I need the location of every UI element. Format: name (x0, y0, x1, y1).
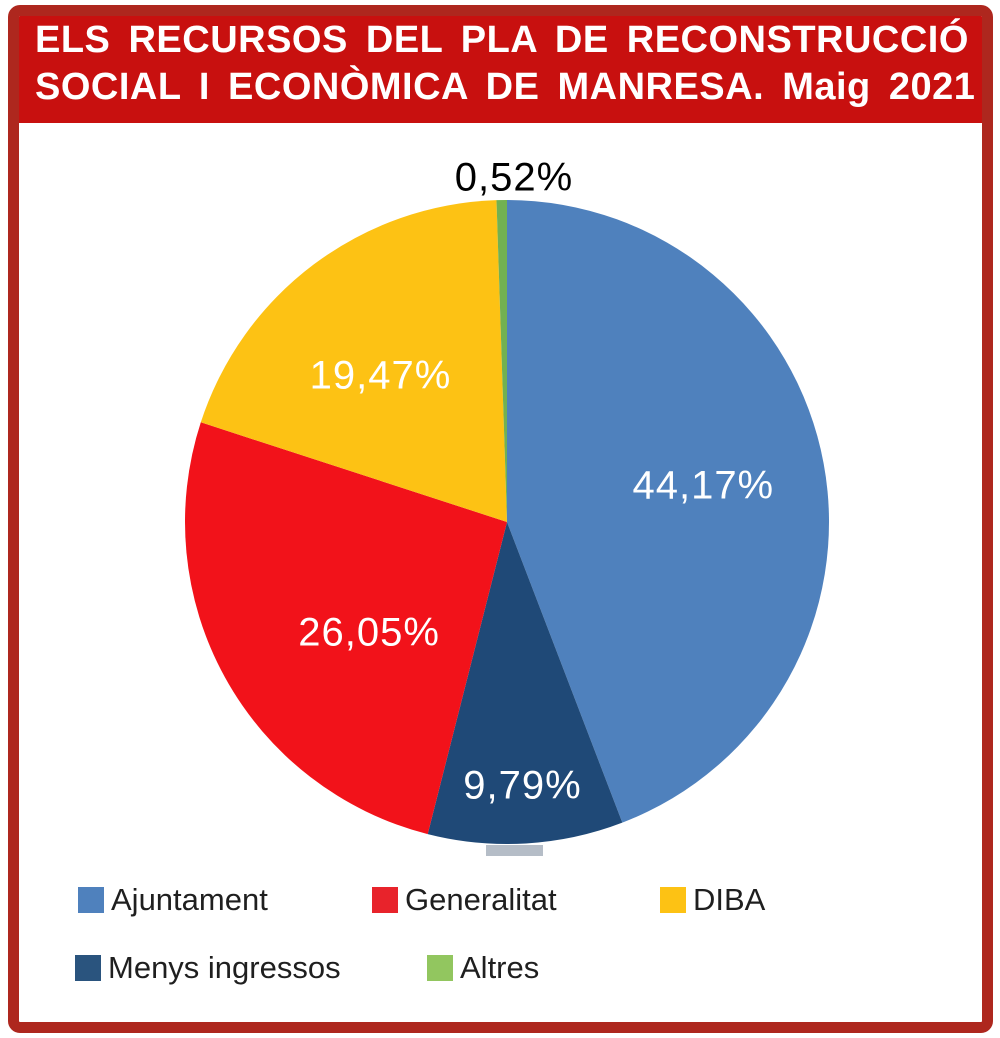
page-title: ELS RECURSOS DEL PLA DE RECONSTRUCCIÓ SO… (35, 17, 982, 111)
title-banner: ELS RECURSOS DEL PLA DE RECONSTRUCCIÓ SO… (19, 16, 982, 123)
card-frame: ELS RECURSOS DEL PLA DE RECONSTRUCCIÓ SO… (8, 5, 993, 1033)
title-line-1: ELS RECURSOS DEL PLA DE RECONSTRUCCIÓ (35, 19, 969, 61)
title-line-2: SOCIAL I ECONÒMICA DE MANRESA. Maig 2021 (35, 66, 976, 108)
